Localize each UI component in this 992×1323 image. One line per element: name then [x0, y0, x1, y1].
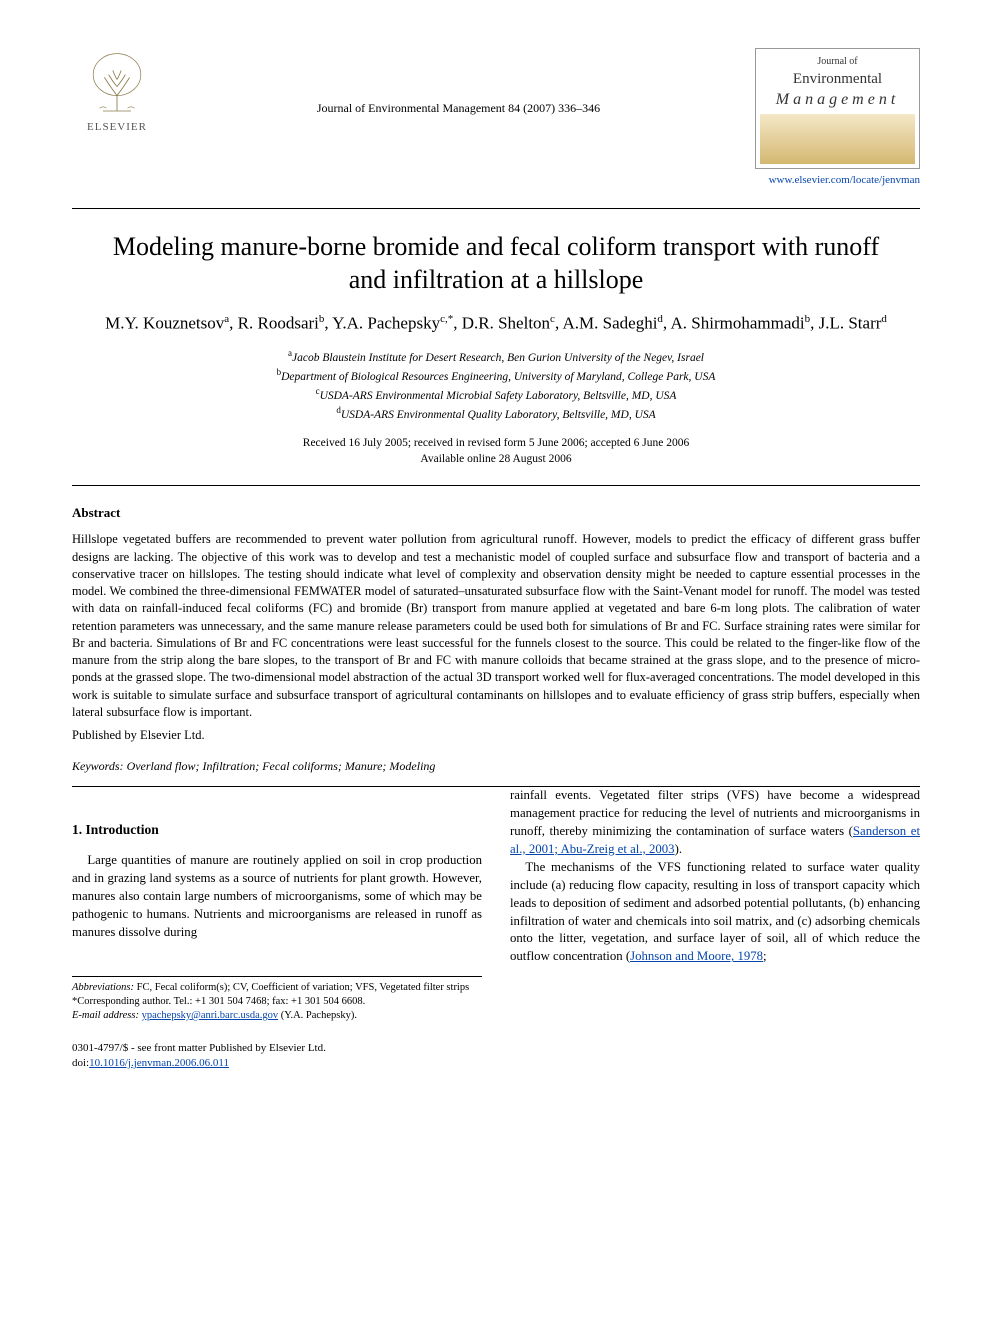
top-rule: [72, 208, 920, 209]
footnotes-block: Abbreviations: FC, Fecal coliform(s); CV…: [72, 976, 482, 1024]
doi-line: doi:10.1016/j.jenvman.2006.06.011: [72, 1056, 482, 1071]
journal-url-text: www.elsevier.com/locate/jenvman: [769, 174, 920, 186]
journal-line2: Environmental: [760, 69, 915, 89]
intro-para-3: The mechanisms of the VFS functioning re…: [510, 859, 920, 966]
journal-url[interactable]: www.elsevier.com/locate/jenvman: [755, 173, 920, 188]
author: Y.A. Pachepsky: [332, 314, 440, 333]
article-dates: Received 16 July 2005; received in revis…: [72, 435, 920, 467]
affil-text: Department of Biological Resources Engin…: [281, 371, 715, 383]
affiliation-line: dUSDA-ARS Environmental Quality Laborato…: [72, 404, 920, 423]
journal-box-wrap: Journal of Environmental Management www.…: [755, 48, 920, 200]
author: A. Shirmohammadi: [670, 314, 804, 333]
abbrev-text: FC, Fecal coliform(s); CV, Coefficient o…: [134, 982, 469, 993]
para-text: ).: [675, 842, 682, 856]
author: A.M. Sadeghi: [563, 314, 658, 333]
abbreviations-footnote: Abbreviations: FC, Fecal coliform(s); CV…: [72, 981, 482, 995]
mid-rule: [72, 485, 920, 486]
author-affil-sup: a: [224, 313, 229, 325]
affil-text: USDA-ARS Environmental Microbial Safety …: [320, 390, 677, 402]
email-label: E-mail address:: [72, 1010, 139, 1021]
para-text: The mechanisms of the VFS functioning re…: [510, 860, 920, 964]
elsevier-tree-icon: [82, 48, 152, 118]
journal-cover-art: [760, 114, 915, 164]
publisher-logo: ELSEVIER: [72, 48, 162, 135]
journal-cover-box: Journal of Environmental Management: [755, 48, 920, 169]
article-title: Modeling manure-borne bromide and fecal …: [112, 231, 880, 296]
para-text: ;: [763, 949, 767, 963]
front-matter-line: 0301-4797/$ - see front matter Published…: [72, 1041, 482, 1071]
corresponding-author-footnote: *Corresponding author. Tel.: +1 301 504 …: [72, 995, 482, 1009]
author-list: M.Y. Kouznetsova, R. Roodsarib, Y.A. Pac…: [102, 312, 890, 335]
author: M.Y. Kouznetsov: [105, 314, 224, 333]
author-affil-sup: d: [881, 313, 887, 325]
email-tail: (Y.A. Pachepsky).: [278, 1010, 357, 1021]
body-columns: 1. Introduction Large quantities of manu…: [72, 787, 920, 1071]
keywords-line: Keywords: Overland flow; Infiltration; F…: [72, 758, 920, 774]
author-affil-sup: b: [805, 313, 811, 325]
author-affil-sup: b: [319, 313, 325, 325]
affiliation-line: cUSDA-ARS Environmental Microbial Safety…: [72, 385, 920, 404]
doi-link[interactable]: 10.1016/j.jenvman.2006.06.011: [89, 1057, 229, 1069]
keywords-text: Overland flow; Infiltration; Fecal colif…: [124, 759, 436, 773]
doi-label: doi:: [72, 1057, 89, 1069]
affiliation-line: bDepartment of Biological Resources Engi…: [72, 366, 920, 385]
affil-text: USDA-ARS Environmental Quality Laborator…: [341, 409, 656, 421]
issn-line: 0301-4797/$ - see front matter Published…: [72, 1041, 482, 1056]
online-line: Available online 28 August 2006: [72, 451, 920, 467]
section-1-heading: 1. Introduction: [72, 821, 482, 840]
abbrev-label: Abbreviations:: [72, 982, 134, 993]
author: D.R. Shelton: [462, 314, 550, 333]
author-affil-sup: c,*: [440, 313, 453, 325]
affiliations: aJacob Blaustein Institute for Desert Re…: [72, 347, 920, 423]
intro-para-2: rainfall events. Vegetated filter strips…: [510, 787, 920, 859]
author-affil-sup: c: [550, 313, 555, 325]
page-header: ELSEVIER Journal of Environmental Manage…: [72, 48, 920, 200]
author: J.L. Starr: [819, 314, 882, 333]
affiliation-line: aJacob Blaustein Institute for Desert Re…: [72, 347, 920, 366]
journal-line1: Journal of: [760, 55, 915, 69]
abstract-body: Hillslope vegetated buffers are recommen…: [72, 531, 920, 721]
abstract-publisher: Published by Elsevier Ltd.: [72, 727, 920, 744]
author: R. Roodsari: [238, 314, 319, 333]
intro-para-1: Large quantities of manure are routinely…: [72, 852, 482, 942]
abstract-heading: Abstract: [72, 504, 920, 522]
email-footnote: E-mail address: ypachepsky@anri.barc.usd…: [72, 1009, 482, 1023]
citation-link[interactable]: Johnson and Moore, 1978: [630, 949, 763, 963]
journal-line3: Management: [760, 89, 915, 111]
received-line: Received 16 July 2005; received in revis…: [72, 435, 920, 451]
left-column: 1. Introduction Large quantities of manu…: [72, 787, 482, 1071]
publisher-name: ELSEVIER: [87, 120, 147, 135]
right-column: rainfall events. Vegetated filter strips…: [510, 787, 920, 1071]
keywords-label: Keywords:: [72, 759, 124, 773]
author-affil-sup: d: [657, 313, 663, 325]
affil-text: Jacob Blaustein Institute for Desert Res…: [292, 352, 704, 364]
corresponding-email-link[interactable]: ypachepsky@anri.barc.usda.gov: [142, 1010, 279, 1021]
citation-line: Journal of Environmental Management 84 (…: [162, 48, 755, 116]
